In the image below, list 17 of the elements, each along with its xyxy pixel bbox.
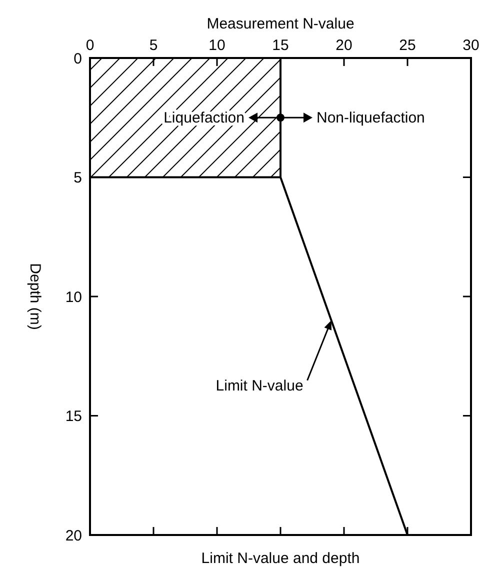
x-tick-label: 0: [86, 37, 94, 54]
y-axis-title: Depth (m): [26, 263, 44, 330]
x-tick-label: 20: [336, 37, 352, 54]
y-tick-label: 20: [65, 527, 82, 544]
x-axis-title: Measurement N-value: [206, 16, 354, 33]
y-tick-label: 10: [65, 288, 82, 306]
x-tick-label: 10: [208, 37, 226, 54]
y-tick-label: 0: [74, 50, 82, 68]
text: Limit N-value and depth: [201, 550, 360, 567]
x-tick-label: 25: [399, 37, 416, 54]
annotation: Non-liquefaction: [316, 110, 425, 127]
x-tick-label: 15: [272, 37, 289, 54]
y-tick-label: 15: [65, 408, 82, 426]
x-tick-label: 30: [462, 37, 480, 54]
y-tick-label: 5: [74, 170, 82, 187]
x-tick-label: 5: [149, 37, 158, 54]
annotation: Limit N-value: [216, 377, 304, 394]
